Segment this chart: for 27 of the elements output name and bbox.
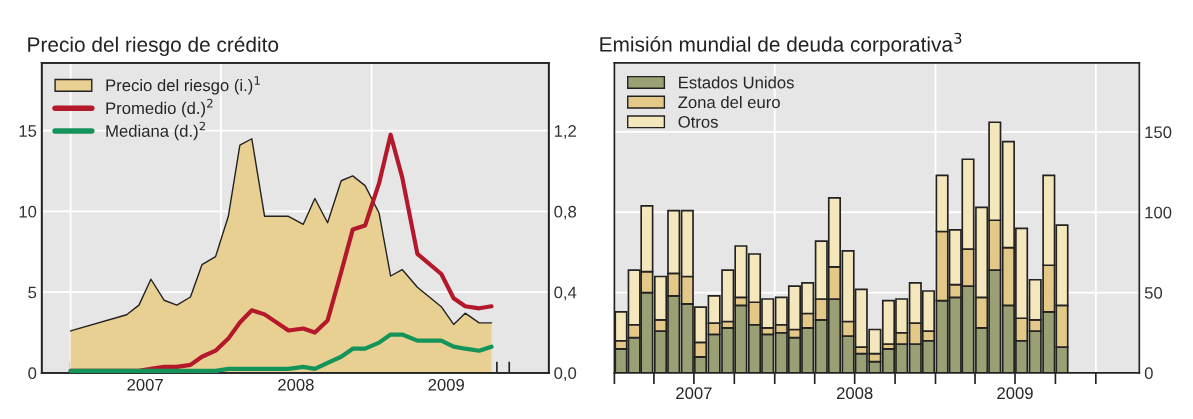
y-tick-label: 50 bbox=[1144, 286, 1163, 299]
x-tick-label: 2007 bbox=[676, 387, 712, 400]
y-tick-label: 100 bbox=[1145, 206, 1172, 219]
y-tick-label: 0 bbox=[1144, 367, 1153, 380]
y2-tick-label: 1,2 bbox=[554, 125, 576, 139]
legend-label: Zona del euro bbox=[678, 95, 780, 109]
y-tick-label: 15 bbox=[19, 125, 37, 137]
y-tick-label: 150 bbox=[1145, 126, 1172, 139]
legend-label: Promedio (d.)$^{2}$ bbox=[106, 98, 213, 118]
x-tick-label: 2009 bbox=[997, 387, 1033, 400]
y-tick-label: 0 bbox=[28, 367, 37, 380]
chart-title: Emisión mundial de deuda corporativa$^{3}$ bbox=[600, 32, 962, 56]
legend-label: Estados Unidos bbox=[679, 76, 794, 89]
y2-tick-label: 0,4 bbox=[554, 286, 577, 301]
x-tick-label: 2009 bbox=[428, 378, 464, 391]
line-series bbox=[68, 332, 494, 373]
legend-label: Mediana (d.)$^{2}$ bbox=[106, 121, 206, 141]
x-tick-label: 2008 bbox=[278, 378, 314, 391]
legend-label: Otros bbox=[678, 116, 718, 128]
legend-label: Precio del riesgo (i.)$^{1}$ bbox=[106, 76, 260, 95]
y2-tick-label: 0,8 bbox=[554, 205, 577, 220]
y2-tick-label: 0,0 bbox=[554, 367, 577, 382]
y-tick-label: 5 bbox=[28, 286, 37, 299]
x-tick-label: 2007 bbox=[127, 378, 163, 391]
x-tick-label: 2008 bbox=[836, 387, 873, 400]
y-tick-label: 10 bbox=[19, 205, 37, 218]
chart-title: Precio del riesgo de crédito bbox=[28, 36, 279, 57]
